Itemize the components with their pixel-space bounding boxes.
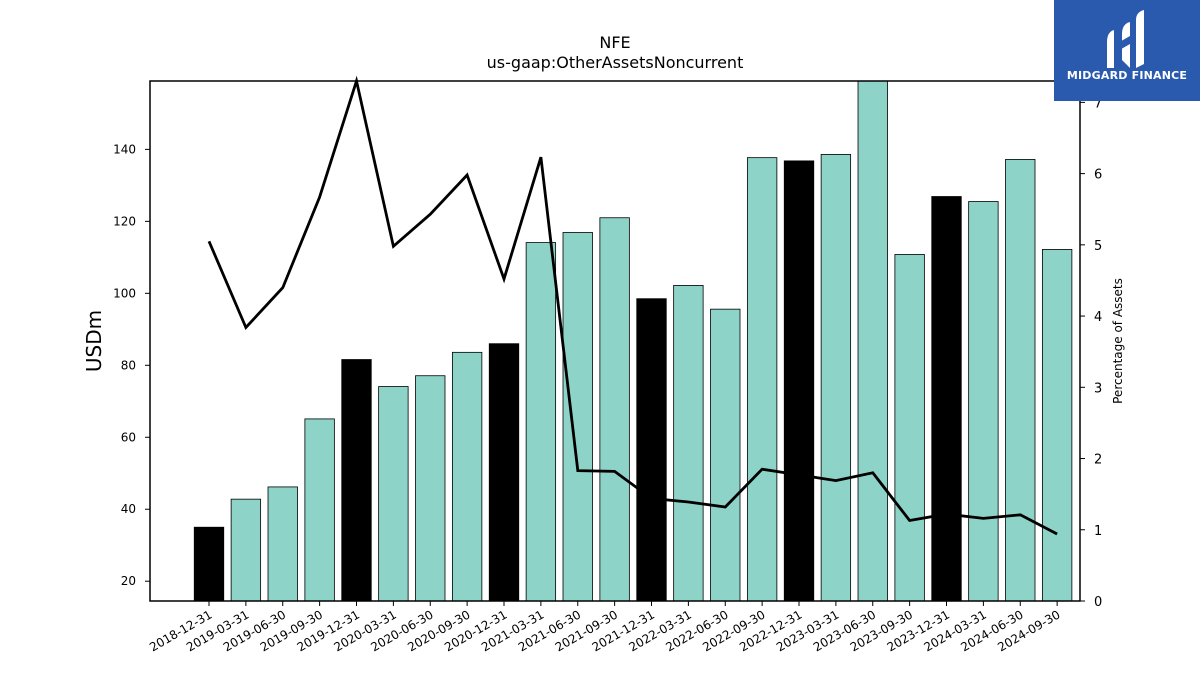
chart-subtitle: us-gaap:OtherAssetsNoncurrent — [487, 53, 744, 72]
y-right-tick-label: 2 — [1094, 453, 1102, 468]
logo-brand-text: MIDGARD FINANCE — [1066, 69, 1188, 82]
y-right-tick-label: 6 — [1094, 168, 1102, 183]
bar-2020-09-30 — [451, 351, 483, 601]
y-left-tick-label: 120 — [113, 214, 136, 228]
bar-2021-03-31 — [525, 242, 557, 601]
bar-2019-12-31 — [341, 359, 372, 601]
bar-2021-06-30 — [562, 232, 593, 601]
y-right-tick-label: 3 — [1094, 381, 1102, 396]
line-series — [207, 75, 1058, 536]
y-right-tick-label: 5 — [1094, 239, 1102, 254]
y-left-tick-label: 80 — [121, 358, 136, 372]
bar-2021-09-30 — [599, 217, 630, 601]
bar-2021-12-31 — [636, 298, 667, 601]
bar-2023-03-31 — [820, 154, 852, 601]
bar-2024-03-31 — [968, 201, 999, 601]
y-left-tick-label: 140 — [113, 142, 136, 156]
bar-2020-03-31 — [378, 386, 409, 601]
midgard-logo: MIDGARD FINANCE — [1054, 0, 1200, 101]
bar-2019-03-31 — [230, 498, 262, 601]
bar-series — [193, 81, 1073, 601]
y-right-tick-label: 7 — [1094, 96, 1102, 111]
y-left-tick-label: 100 — [113, 286, 136, 300]
y-axis-right-label: Percentage of Assets — [1111, 278, 1125, 404]
bar-2020-06-30 — [415, 375, 446, 601]
bar-2022-06-30 — [710, 308, 741, 601]
y-left-tick-label: 60 — [121, 430, 136, 444]
bar-2022-03-31 — [673, 285, 704, 601]
bar-2023-09-30 — [894, 254, 925, 601]
percentage-line — [207, 75, 1058, 536]
y-right-tick-label: 1 — [1094, 524, 1102, 539]
bar-2022-12-31 — [783, 160, 815, 601]
y-right-tick-label: 0 — [1094, 595, 1102, 610]
bar-2024-06-30 — [1005, 159, 1036, 601]
bar-2024-09-30 — [1041, 249, 1073, 601]
y-right-tick-label: 4 — [1094, 310, 1102, 325]
bar-2020-12-31 — [488, 343, 520, 601]
bar-2018-12-31 — [193, 526, 225, 601]
bar-2019-09-30 — [304, 418, 335, 601]
midgard-logo-icon — [1107, 10, 1144, 68]
y-left-tick-label: 20 — [121, 574, 136, 588]
chart-title: NFE — [599, 33, 630, 52]
bar-2023-12-31 — [931, 196, 962, 601]
bar-2022-09-30 — [746, 157, 778, 601]
y-left-tick-label: 40 — [121, 502, 136, 516]
bar-2023-06-30 — [857, 81, 888, 601]
y-axis-left-label: USDm — [82, 310, 106, 372]
bar-2019-06-30 — [267, 486, 298, 601]
